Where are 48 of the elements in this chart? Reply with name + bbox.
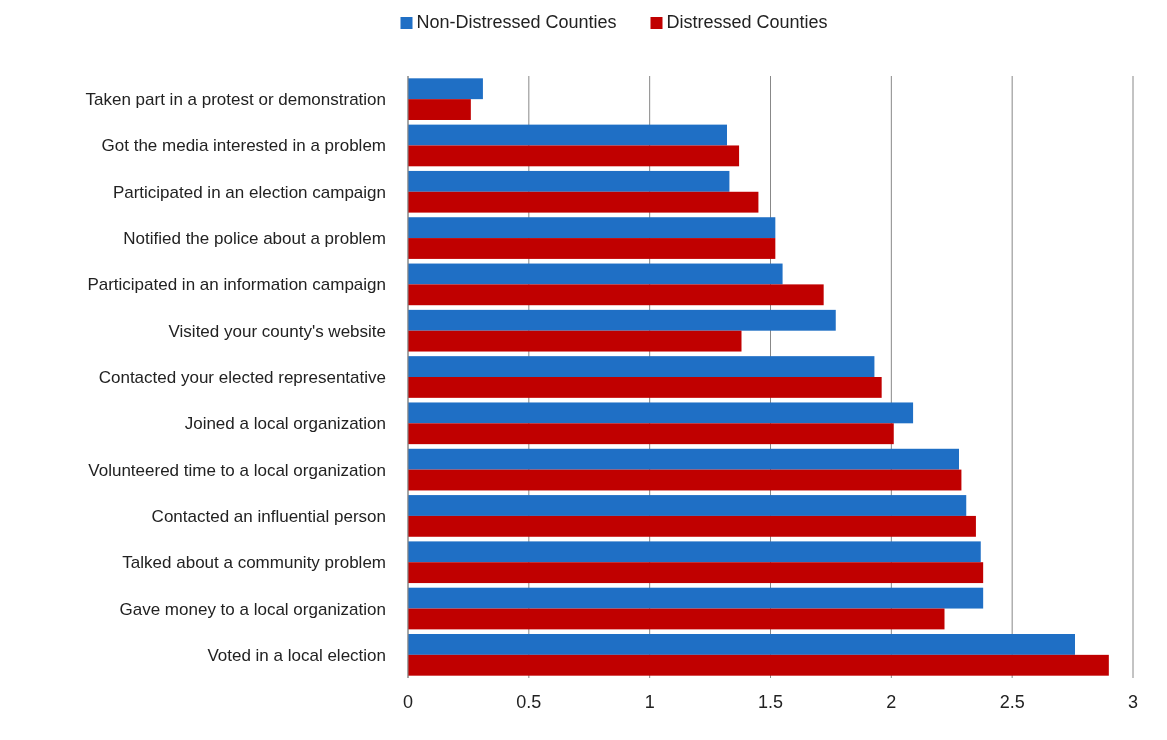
bar xyxy=(408,423,894,445)
y-tick-label: Visited your county's website xyxy=(168,321,386,341)
bar xyxy=(408,356,875,377)
bar xyxy=(408,587,984,609)
x-tick-label: 2 xyxy=(886,692,897,712)
y-tick-label: Talked about a community problem xyxy=(122,553,386,573)
bar xyxy=(408,217,776,239)
legend-label: Non-Distressed Counties xyxy=(416,12,617,32)
bar xyxy=(408,654,1109,676)
y-tick-label: Notified the police about a problem xyxy=(123,229,386,249)
x-tick-label: 0 xyxy=(402,692,414,712)
x-tick-label: 2.5 xyxy=(999,692,1025,712)
bar xyxy=(408,377,882,398)
y-tick-label: Contacted an influential person xyxy=(151,506,386,526)
bar xyxy=(408,78,483,100)
y-tick-label: Voted in a local election xyxy=(207,645,386,665)
bar xyxy=(408,562,984,584)
bar xyxy=(408,541,981,563)
bar xyxy=(408,402,914,424)
bar xyxy=(408,124,727,146)
bar xyxy=(408,145,740,167)
y-tick-label: Contacted your elected representative xyxy=(98,368,386,387)
bar xyxy=(408,448,959,470)
bar xyxy=(408,495,967,516)
x-tick-label: 1 xyxy=(644,692,655,712)
bar xyxy=(408,634,1075,655)
bar xyxy=(408,330,742,352)
bar xyxy=(408,170,730,192)
bar xyxy=(408,469,962,491)
y-tick-label: Got the media interested in a problem xyxy=(101,136,386,156)
bar xyxy=(408,284,824,306)
y-tick-label: Participated in an information campaign xyxy=(87,275,386,295)
bar xyxy=(408,99,471,120)
y-tick-label: Gave money to a local organization xyxy=(119,599,386,619)
y-tick-label: Joined a local organization xyxy=(184,414,386,434)
bar xyxy=(408,309,836,331)
y-tick-label: Taken part in a protest or demonstration xyxy=(85,90,386,110)
bar xyxy=(408,515,976,537)
y-tick-label: Participated in an election campaign xyxy=(112,182,386,202)
x-tick-label: 3 xyxy=(1127,692,1139,712)
bar xyxy=(408,608,945,630)
x-tick-label: 0.5 xyxy=(516,692,542,712)
bar xyxy=(408,191,759,213)
bar xyxy=(408,238,776,259)
x-tick-label: 1.5 xyxy=(757,692,784,712)
bar xyxy=(408,263,783,285)
legend-label: Distressed Counties xyxy=(666,12,828,32)
y-tick-label: Volunteered time to a local organization xyxy=(88,460,386,480)
